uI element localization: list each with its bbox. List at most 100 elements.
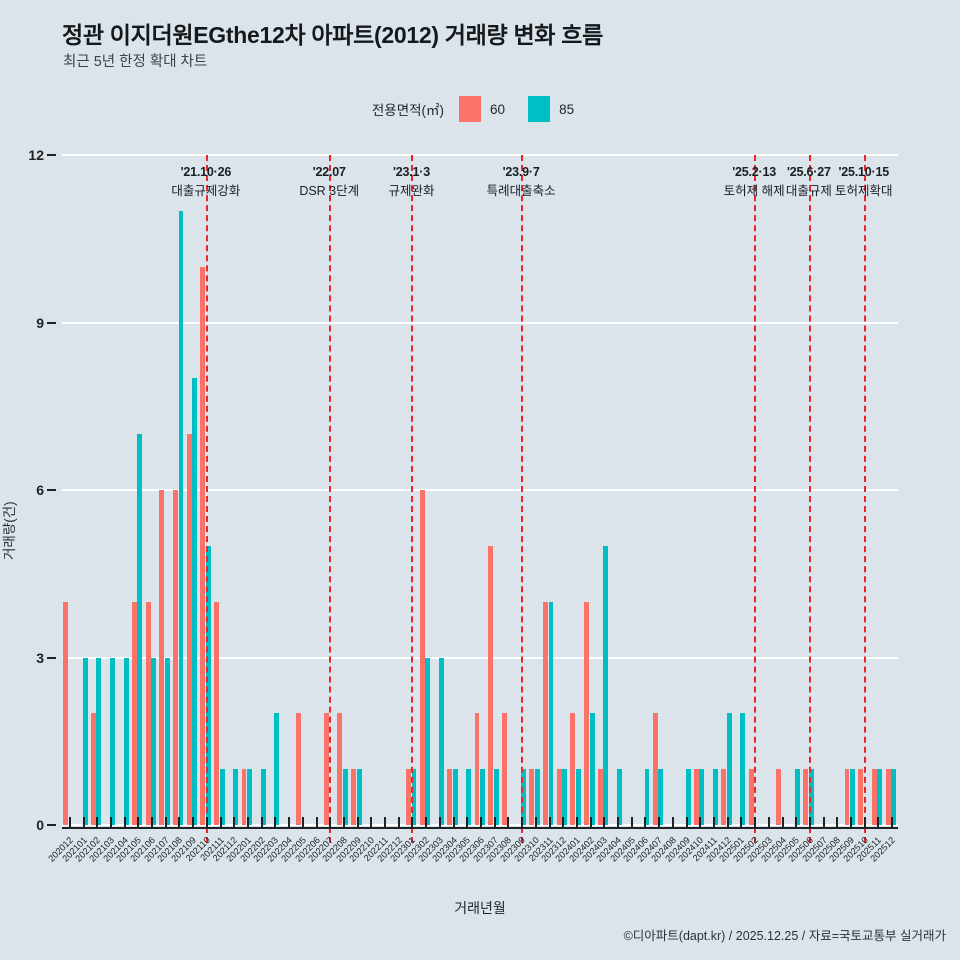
x-tick-mark <box>342 817 345 827</box>
bar-202506-60[interactable] <box>803 769 809 825</box>
bar-202412-60[interactable] <box>721 769 727 825</box>
bar-202202-85[interactable] <box>260 769 266 825</box>
x-tick-mark <box>781 817 784 827</box>
bar-202411-85[interactable] <box>713 769 718 825</box>
bar-202106-60[interactable] <box>145 601 151 825</box>
bar-202205-60[interactable] <box>296 713 302 825</box>
x-tick-mark <box>671 817 674 827</box>
bar-202312-60[interactable] <box>556 769 562 825</box>
bar-202201-85[interactable] <box>247 769 252 825</box>
bar-202509-85[interactable] <box>850 769 855 825</box>
bar-202502-60[interactable] <box>748 769 754 825</box>
bar-202410-85[interactable] <box>699 769 705 825</box>
event-line-202207 <box>329 155 332 843</box>
event-date: '22.07 <box>312 165 346 179</box>
bar-202106-85[interactable] <box>151 657 157 825</box>
event-line-202502 <box>754 155 757 843</box>
bar-202208-60[interactable] <box>337 713 343 825</box>
bar-202506-85[interactable] <box>808 769 814 825</box>
bar-202302-60[interactable] <box>419 490 425 825</box>
bar-202105-60[interactable] <box>131 601 137 825</box>
event-line-202110 <box>205 155 208 843</box>
bar-202201-60[interactable] <box>241 769 247 825</box>
page-title: 정관 이지더원EGthe12차 아파트(2012) 거래량 변화 흐름 <box>62 22 603 48</box>
bar-202308-60[interactable] <box>501 713 507 825</box>
bar-202406-85[interactable] <box>644 769 650 825</box>
bar-202110-60[interactable] <box>200 266 206 825</box>
x-tick-mark <box>151 817 154 827</box>
bar-202401-60[interactable] <box>570 713 576 825</box>
bar-202512-60[interactable] <box>885 769 891 825</box>
x-tick-mark <box>877 817 880 827</box>
bar-202302-85[interactable] <box>425 657 431 825</box>
bar-202209-60[interactable] <box>351 769 357 825</box>
bar-202104-85[interactable] <box>123 657 129 825</box>
bar-202304-85[interactable] <box>452 769 458 825</box>
bar-202203-85[interactable] <box>274 713 280 825</box>
bar-202101-85[interactable] <box>82 657 88 825</box>
bar-202511-85[interactable] <box>877 769 883 825</box>
bar-202409-85[interactable] <box>685 769 691 825</box>
bar-202509-60[interactable] <box>844 769 850 825</box>
bar-202307-60[interactable] <box>488 545 494 825</box>
x-tick-mark <box>575 817 578 827</box>
bar-202307-85[interactable] <box>493 769 499 825</box>
bar-202112-85[interactable] <box>233 769 239 825</box>
x-tick-mark <box>480 817 482 827</box>
bar-202102-60[interactable] <box>90 713 96 825</box>
bar-202510-60[interactable] <box>858 769 864 825</box>
bar-202209-85[interactable] <box>356 769 362 825</box>
bar-202407-85[interactable] <box>658 769 664 825</box>
bar-202107-60[interactable] <box>159 490 165 825</box>
bar-202108-85[interactable] <box>178 210 184 825</box>
bar-202012-60[interactable] <box>63 601 69 825</box>
bar-202310-60[interactable] <box>529 769 535 825</box>
bar-202301-85[interactable] <box>411 769 417 825</box>
bar-202501-85[interactable] <box>740 713 746 825</box>
x-tick-mark <box>274 817 277 827</box>
bar-202111-85[interactable] <box>219 769 225 825</box>
bar-202310-85[interactable] <box>534 769 540 825</box>
bar-202311-60[interactable] <box>543 601 548 825</box>
bar-202102-85[interactable] <box>96 657 102 825</box>
bar-202402-60[interactable] <box>584 601 590 825</box>
event-date: '25.6·27 <box>787 165 831 179</box>
bar-202402-85[interactable] <box>589 713 595 825</box>
bar-202208-85[interactable] <box>343 769 348 825</box>
bar-202401-85[interactable] <box>575 769 581 825</box>
bar-202103-85[interactable] <box>110 657 115 825</box>
x-tick-mark <box>219 817 222 827</box>
bar-202304-60[interactable] <box>447 769 453 825</box>
bar-202109-85[interactable] <box>192 378 198 825</box>
bar-202504-60[interactable] <box>776 769 781 825</box>
bar-202511-60[interactable] <box>871 769 877 825</box>
bar-202305-85[interactable] <box>466 769 472 825</box>
bar-202108-60[interactable] <box>173 490 178 825</box>
event-label-202502: '25.2·13 토허제 해제 <box>724 163 785 202</box>
bar-202107-85[interactable] <box>164 657 170 825</box>
bar-202412-85[interactable] <box>726 713 732 825</box>
page-subtitle: 최근 5년 한정 확대 차트 <box>63 54 208 70</box>
bar-202109-60[interactable] <box>186 434 192 825</box>
y-tick-mark <box>47 656 56 659</box>
bar-202309-85[interactable] <box>521 769 527 825</box>
bar-202301-60[interactable] <box>405 769 411 825</box>
bar-202403-60[interactable] <box>597 769 603 825</box>
legend-title: 전용면적(㎡) <box>371 103 445 118</box>
bar-202311-85[interactable] <box>548 601 554 825</box>
bar-202105-85[interactable] <box>137 434 143 825</box>
bar-202306-60[interactable] <box>474 713 480 825</box>
bar-202505-85[interactable] <box>795 769 801 825</box>
bar-202303-85[interactable] <box>438 657 444 825</box>
bar-202207-60[interactable] <box>323 713 329 825</box>
bar-202312-85[interactable] <box>562 769 568 825</box>
x-tick-mark <box>521 817 524 827</box>
bar-202403-85[interactable] <box>603 545 609 825</box>
bar-202111-60[interactable] <box>214 601 220 825</box>
bar-202407-60[interactable] <box>652 713 658 825</box>
bar-202512-85[interactable] <box>891 769 897 825</box>
bar-202404-85[interactable] <box>617 769 623 825</box>
bar-202110-85[interactable] <box>205 545 211 825</box>
bar-202410-60[interactable] <box>693 769 699 825</box>
bar-202306-85[interactable] <box>480 769 485 825</box>
